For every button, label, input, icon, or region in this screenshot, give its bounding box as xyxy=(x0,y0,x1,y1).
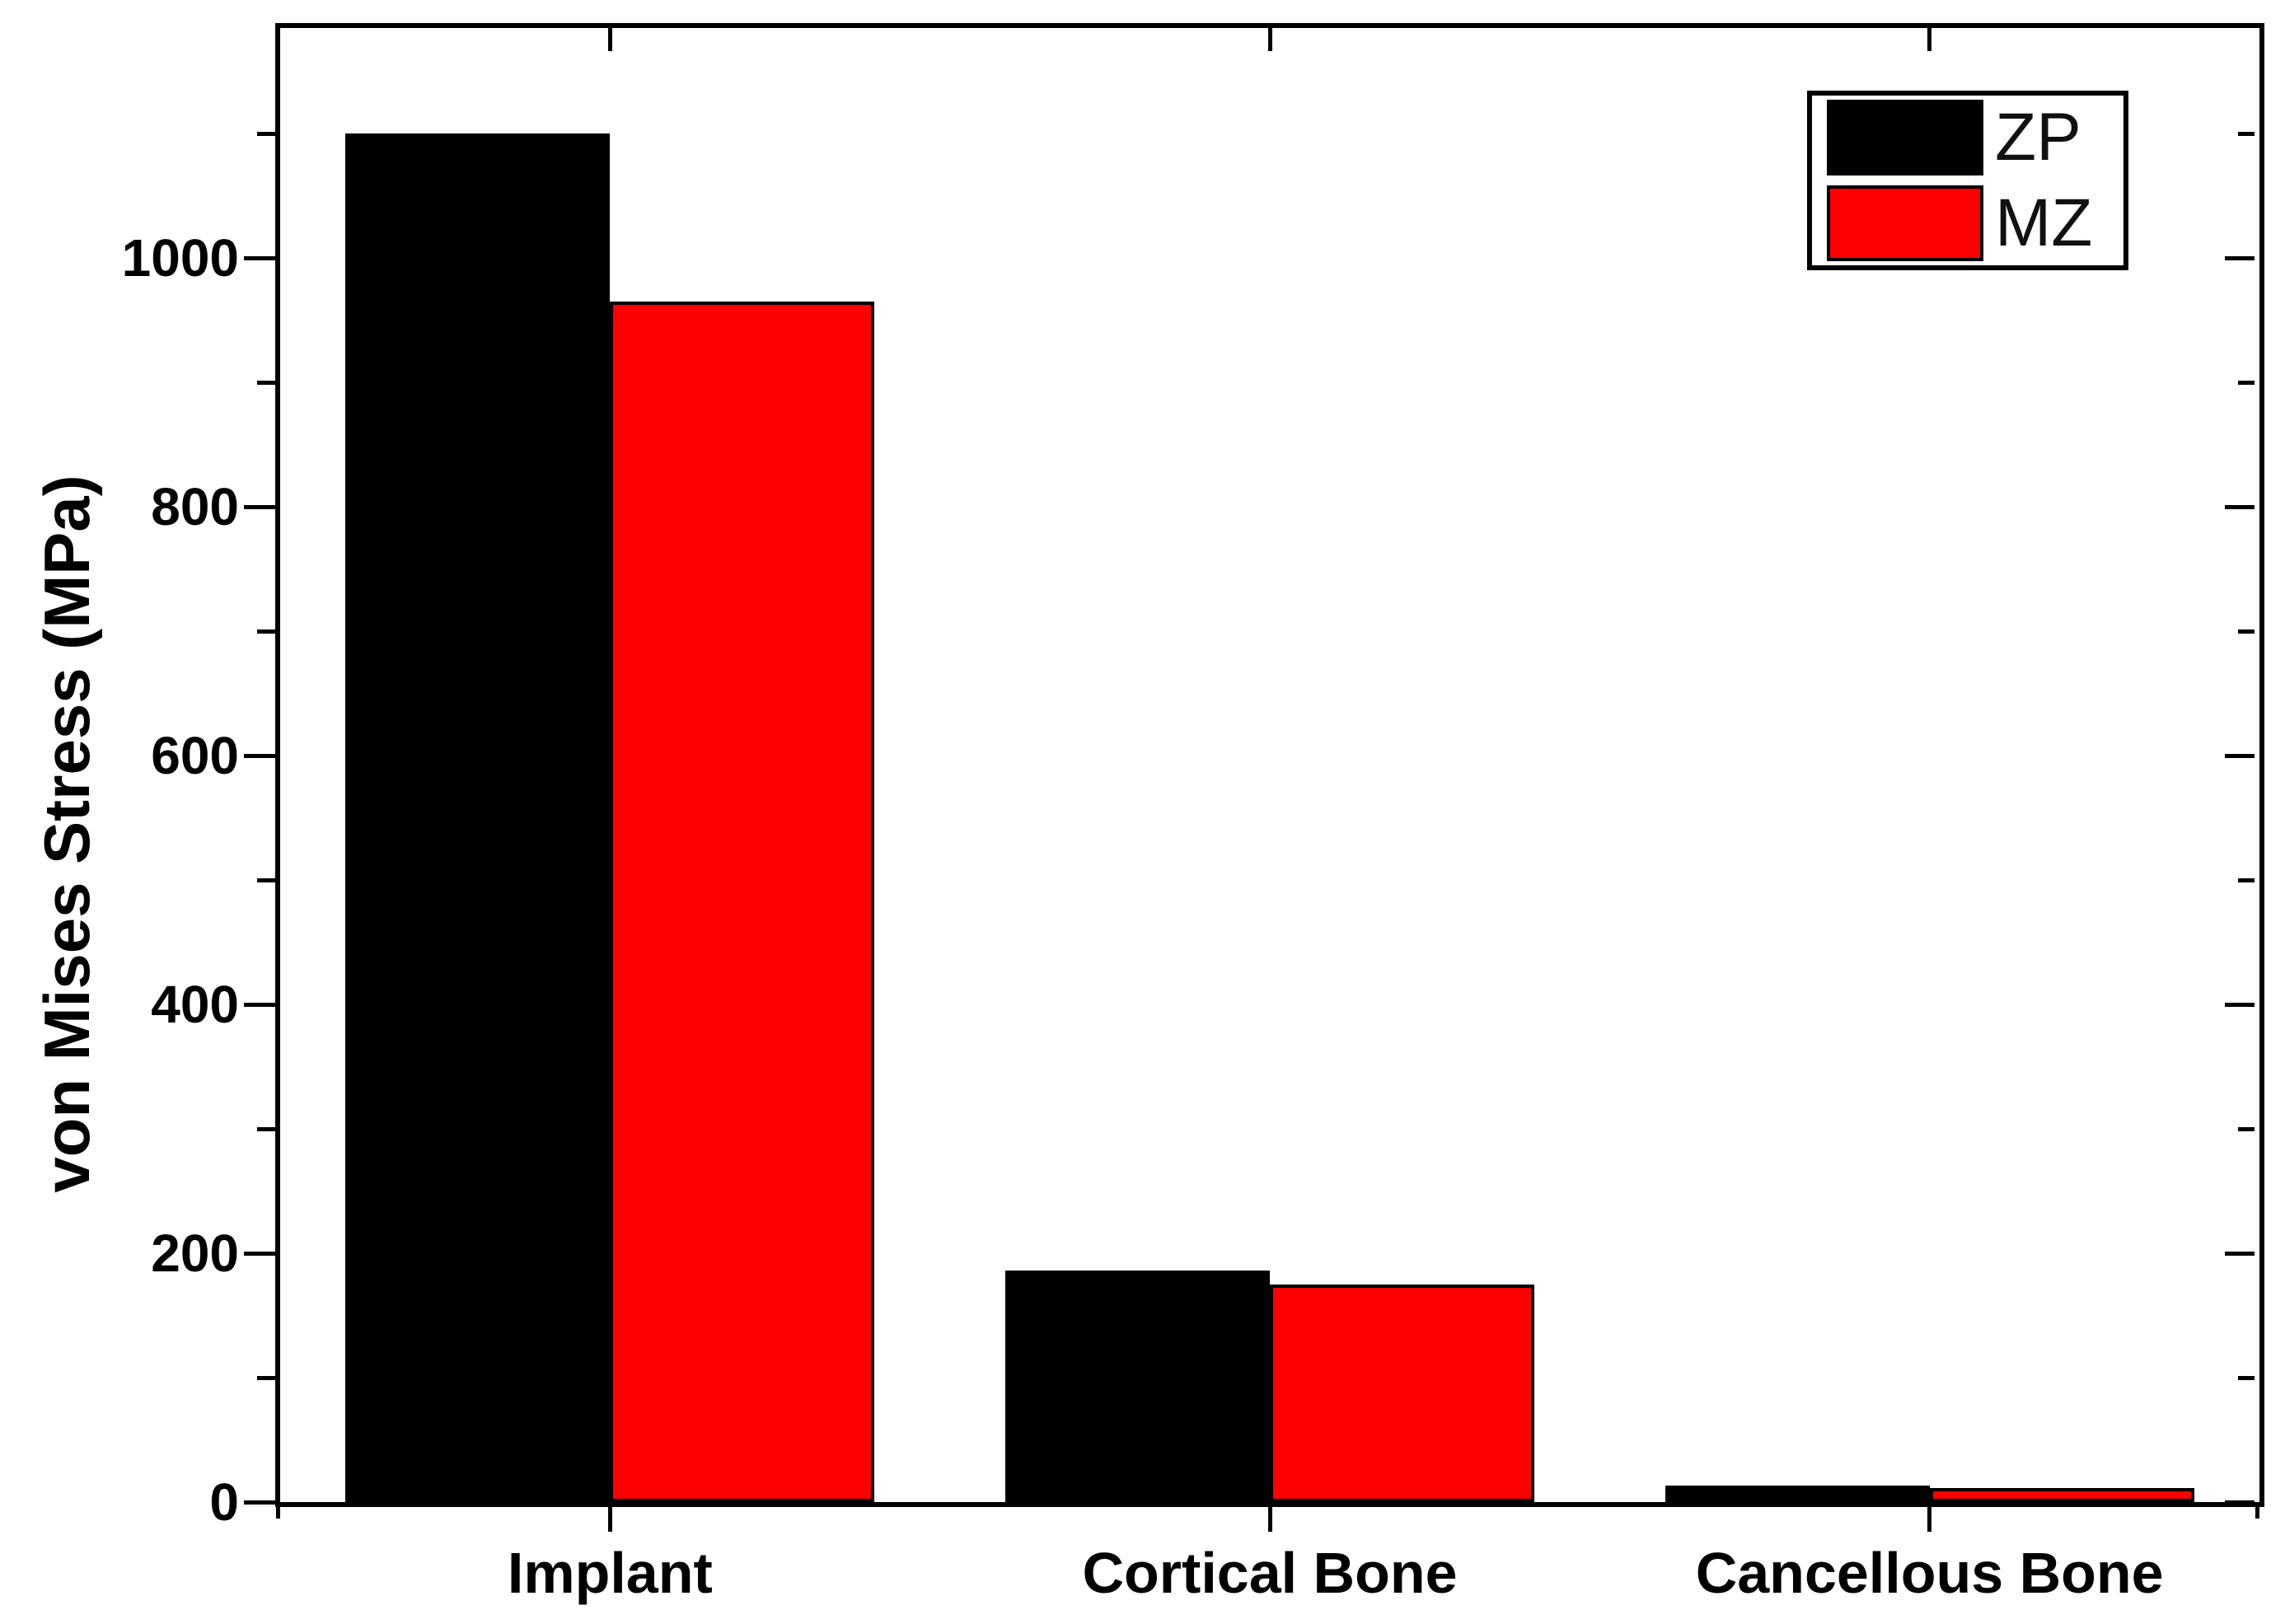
y-tick-label-800: 800 xyxy=(151,477,239,537)
y-minor-tick-right-700 xyxy=(2238,629,2255,634)
bar-zp-implant xyxy=(345,133,611,1502)
y-major-tick-left-200 xyxy=(244,1251,275,1256)
x-tick-label-cortical-bone: Cortical Bone xyxy=(1082,1541,1458,1605)
bar-zp-cortical-bone xyxy=(1005,1271,1270,1502)
x-axis-end-tick-0 xyxy=(275,1507,280,1519)
y-tick-label-200: 200 xyxy=(151,1224,239,1284)
legend-row-zp: ZP xyxy=(1827,99,2123,176)
y-minor-tick-left-900 xyxy=(257,380,275,385)
x-tick-top-cancellous-bone xyxy=(1927,28,1932,51)
bar-mz-cancellous-bone xyxy=(1929,1488,2194,1502)
legend-label-zp: ZP xyxy=(1995,100,2081,175)
y-major-tick-right-600 xyxy=(2225,753,2255,758)
y-minor-tick-left-1100 xyxy=(257,131,275,136)
x-tick-label-implant: Implant xyxy=(507,1541,713,1605)
y-major-tick-right-200 xyxy=(2225,1251,2255,1256)
y-major-tick-right-0 xyxy=(2225,1500,2255,1505)
y-minor-tick-right-1100 xyxy=(2238,131,2255,136)
legend-row-mz: MZ xyxy=(1827,185,2123,262)
x-tick-label-cancellous-bone: Cancellous Bone xyxy=(1695,1541,2164,1605)
y-axis-title: von Mises Stress (MPa) xyxy=(30,475,103,1193)
x-tick-bottom-cortical-bone xyxy=(1267,1507,1272,1532)
y-major-tick-left-600 xyxy=(244,753,275,758)
y-minor-tick-left-500 xyxy=(257,878,275,882)
y-tick-label-400: 400 xyxy=(151,975,239,1035)
y-tick-label-0: 0 xyxy=(209,1472,239,1532)
legend-swatch-mz xyxy=(1827,185,1983,261)
y-minor-tick-left-100 xyxy=(257,1375,275,1380)
y-major-tick-left-800 xyxy=(244,504,275,509)
y-major-tick-right-1000 xyxy=(2225,255,2255,260)
legend-swatch-zp xyxy=(1827,100,1983,176)
y-major-tick-left-0 xyxy=(244,1500,275,1505)
y-minor-tick-right-300 xyxy=(2238,1126,2255,1131)
bar-zp-cancellous-bone xyxy=(1665,1486,1930,1502)
y-major-tick-right-400 xyxy=(2225,1002,2255,1007)
y-minor-tick-left-700 xyxy=(257,629,275,634)
y-major-tick-left-1000 xyxy=(244,255,275,260)
y-minor-tick-right-100 xyxy=(2238,1375,2255,1380)
x-tick-bottom-implant xyxy=(607,1507,612,1532)
y-tick-label-600: 600 xyxy=(151,726,239,786)
y-minor-tick-right-500 xyxy=(2238,878,2255,882)
y-major-tick-left-400 xyxy=(244,1002,275,1007)
y-minor-tick-left-300 xyxy=(257,1126,275,1131)
bar-mz-cortical-bone xyxy=(1270,1284,1534,1502)
x-axis-end-tick-1 xyxy=(2255,1507,2259,1519)
legend-label-mz: MZ xyxy=(1995,185,2093,260)
y-major-tick-right-800 xyxy=(2225,504,2255,509)
x-tick-top-implant xyxy=(607,28,612,51)
y-minor-tick-right-900 xyxy=(2238,380,2255,385)
bar-mz-implant xyxy=(610,302,875,1502)
legend: ZP MZ xyxy=(1807,91,2128,270)
y-tick-label-1000: 1000 xyxy=(121,228,239,288)
x-tick-bottom-cancellous-bone xyxy=(1927,1507,1932,1532)
x-tick-top-cortical-bone xyxy=(1267,28,1272,51)
